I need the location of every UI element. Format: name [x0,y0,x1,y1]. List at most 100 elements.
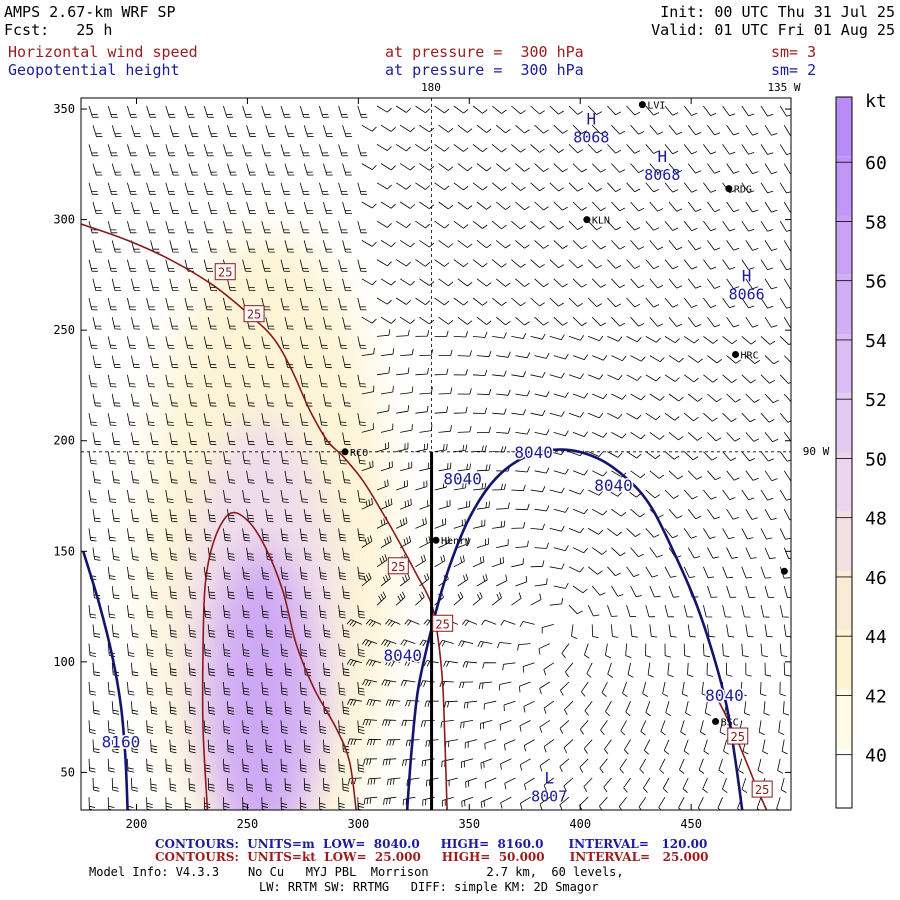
station-dot [780,567,788,575]
y-tick-label-100: 100 [53,655,75,669]
speed-label-text: 25 [731,730,745,744]
colorbar-label: 52 [865,390,887,411]
colorbar-label: 40 [865,746,887,767]
field-geopotential: Geopotential height [8,61,180,79]
height-label: 8040 [514,443,553,462]
hl-symbol: H [657,147,667,166]
hl-value: 8066 [729,286,765,304]
station-label: BSC [721,718,739,729]
hl-value: 8068 [644,166,680,184]
colorbar-segment [836,452,852,512]
colorbar-segment [836,630,852,690]
grid-dashed-lines [81,98,791,453]
colorbar-segment [836,215,852,275]
lon-label-90w: 90 W [803,445,830,458]
y-tick-label-50: 50 [61,765,75,779]
colorbar-segment [836,393,852,453]
station-dot [712,718,720,726]
contour-labels: 25 25 25 25 25 25 8040 8040 8040 8040 8040 8160 [100,263,773,798]
colorbar-label: 56 [865,272,887,293]
station-label: Henry [441,536,471,547]
footer-contours-speed: CONTOURS: UNITS=kt LOW= 25.000 HIGH= 50.… [155,850,709,864]
height-label: 8040 [383,646,422,665]
height-contour-8040-0 [405,448,744,810]
speed-contour-50-2 [201,511,357,810]
y-tick-label-200: 200 [53,434,75,448]
height-label: 8040 [443,469,482,488]
footer-contours-height: CONTOURS: UNITS=m LOW= 8040.0 HIGH= 8160… [155,837,708,851]
colorbar-label: 46 [865,568,887,589]
height-contour-8160-1 [81,550,129,810]
smoothing-height: sm= 2 [771,61,817,79]
colorbar-segment [836,334,852,394]
colorbar-label: 54 [865,331,887,352]
station-label: RDG [734,185,752,196]
station-dot [341,448,349,456]
colorbar-label: 42 [865,686,887,707]
lon-label-135w: 135 W [767,81,800,94]
init-time: Init: 00 UTC Thu 31 Jul 25 [660,3,895,21]
colorbar-segment [836,511,852,571]
station-label: KLN [592,216,610,227]
colorbar-segment [836,274,852,334]
hl-value: 8007 [531,787,567,805]
colorbar-label: 50 [865,449,887,470]
speed-label: 25 [243,305,265,323]
footer-physics: LW: RRTM SW: RRTMG DIFF: simple KM: 2D S… [259,880,599,894]
hl-symbol: H [742,267,752,286]
station-dot [732,350,740,358]
x-tick-label-400: 400 [569,817,591,831]
station-dot [725,185,733,193]
speed-label: 25 [387,557,409,575]
x-tick-label-450: 450 [680,817,702,831]
colorbar-segment [836,97,852,157]
x-tick-label-350: 350 [458,817,480,831]
speed-contour-25-0 [81,223,448,810]
colorbar: 40 42 44 46 48 50 52 54 56 58 60 [835,96,887,809]
speed-label-text: 25 [247,308,261,322]
colorbar-frame [835,96,853,809]
colorbar-label: 44 [865,627,887,648]
level-height: at pressure = 300 hPa [385,61,584,79]
speed-label-text: 25 [435,617,449,631]
field-wind-speed: Horizontal wind speed [8,43,198,61]
valid-time: Valid: 01 UTC Fri 01 Aug 25 [651,21,895,39]
lon-label-180: 180 [421,81,441,94]
colorbar-segment [836,689,852,749]
speed-label: 25 [432,614,454,632]
station-label: HRC [741,350,759,361]
speed-label: 25 [751,780,773,798]
x-tick-label-250: 250 [237,817,259,831]
axes: 200 250 300 350 400 450 50 100 150 200 250 300 350 [53,98,791,831]
station-dot [432,536,440,544]
speed-label-text: 25 [755,783,769,797]
y-tick-label-250: 250 [53,323,75,337]
station-label: LVI [647,101,665,112]
colorbar-label: 48 [865,509,887,530]
level-wind: at pressure = 300 hPa [385,43,584,61]
forecast-hour: Fcst: 25 h [4,21,113,39]
hl-symbol: L [544,768,554,787]
station-markers: LVI RDG KLN HRC RCO Henry BSC [341,101,788,729]
station-label: RCO [350,448,368,459]
colorbar-label: 58 [865,212,887,233]
colorbar-segment [836,748,852,808]
footer-model-info: Model Info: V4.3.3 No Cu MYJ PBL Morriso… [89,865,624,879]
colorbar-unit: kt [865,91,887,112]
model-title: AMPS 2.67-km WRF SP [4,3,176,21]
colorbar-label: 60 [865,153,887,174]
speed-label: 25 [727,727,749,745]
station-dot [638,101,646,109]
speed-label-text: 25 [391,560,405,574]
speed-label: 25 [214,263,236,281]
y-tick-label-350: 350 [53,102,75,116]
colorbar-segment [836,156,852,216]
x-tick-label-300: 300 [348,817,370,831]
plot-frame [80,97,792,811]
height-label: 8040 [594,476,633,495]
x-tick-label-200: 200 [126,817,148,831]
hl-symbol: H [586,110,596,129]
speed-label-text: 25 [218,266,232,280]
